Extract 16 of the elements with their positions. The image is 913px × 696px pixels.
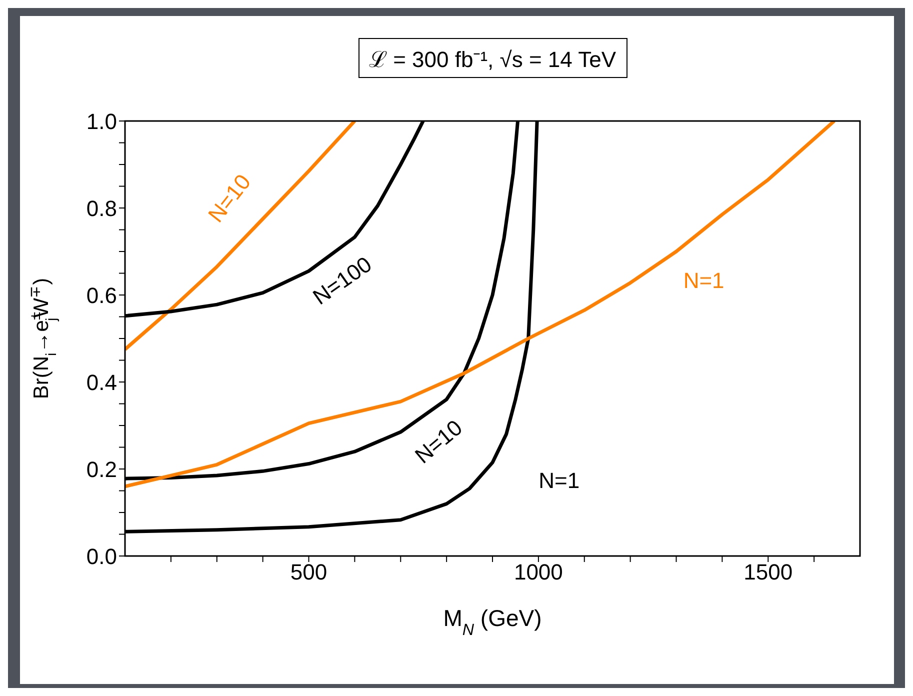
line-series bbox=[125, 121, 520, 480]
y-tick-label: 0.6 bbox=[86, 282, 117, 308]
series-label: N=1 bbox=[683, 268, 724, 293]
x-tick-label: 1000 bbox=[514, 560, 563, 585]
x-tick-label: 500 bbox=[290, 560, 328, 585]
chart-title: ℒ = 300 fb⁻¹, √s = 14 TeV bbox=[358, 38, 628, 78]
x-axis-title: M$_{N}$ (GeV) bbox=[443, 605, 542, 639]
y-tick-label: 0.8 bbox=[86, 196, 117, 221]
line-series bbox=[125, 121, 836, 488]
y-tick-label: 0.2 bbox=[86, 456, 117, 482]
line-series bbox=[125, 121, 539, 534]
y-tick-label: 0.0 bbox=[86, 544, 117, 569]
x-tick-label: 1500 bbox=[744, 560, 793, 585]
y-tick-label: 1.0 bbox=[86, 108, 117, 134]
y-tick-label: 0.4 bbox=[86, 370, 117, 395]
series-label: N=1 bbox=[538, 468, 580, 493]
